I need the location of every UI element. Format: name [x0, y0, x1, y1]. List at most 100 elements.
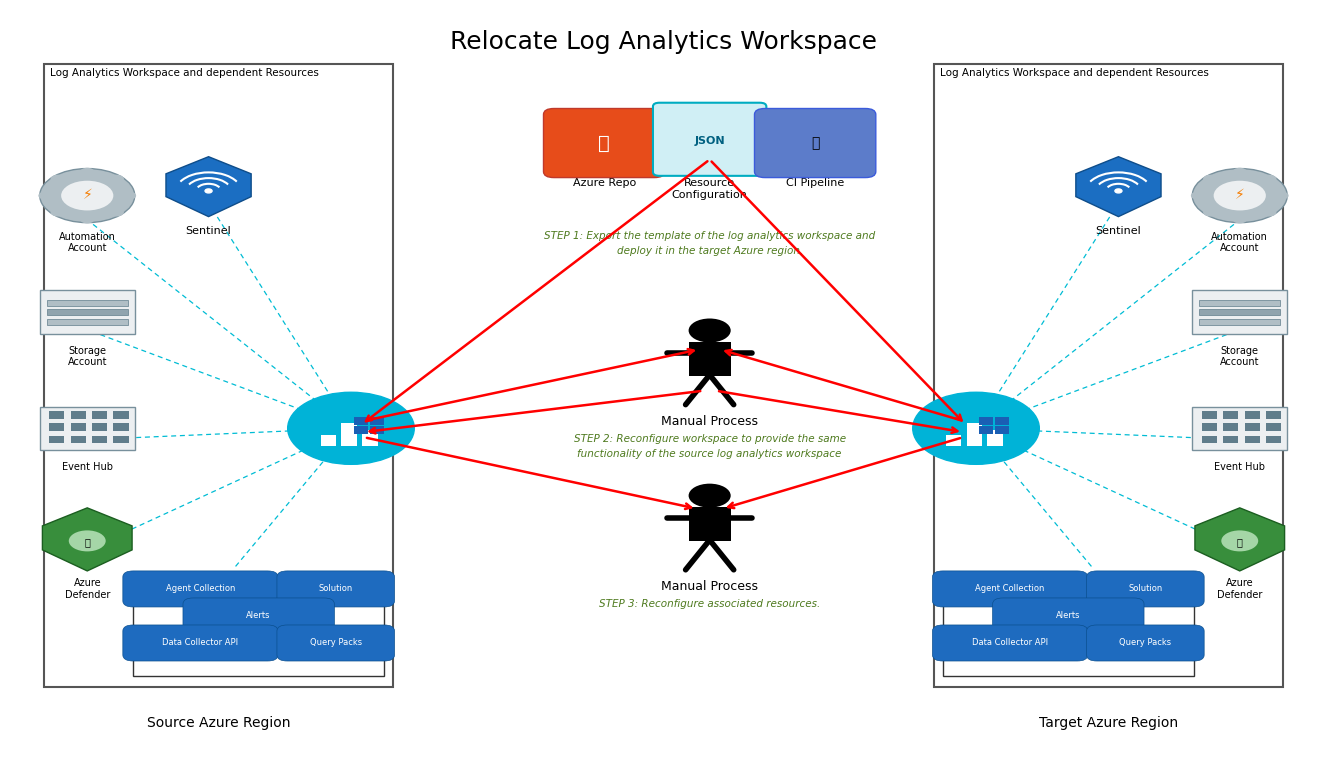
Bar [113, 424, 129, 431]
Bar [1200, 319, 1281, 325]
Bar [40, 291, 135, 333]
Bar [46, 309, 127, 315]
Text: Query Packs: Query Packs [309, 638, 362, 647]
Circle shape [122, 191, 137, 200]
FancyBboxPatch shape [1087, 625, 1204, 661]
Bar [362, 430, 378, 446]
Text: 🚀: 🚀 [811, 136, 819, 150]
Text: Manual Process: Manual Process [661, 414, 758, 428]
FancyBboxPatch shape [277, 571, 394, 607]
Bar [341, 423, 357, 446]
Bar [1223, 424, 1238, 431]
FancyBboxPatch shape [755, 109, 876, 178]
Bar [689, 342, 731, 376]
FancyBboxPatch shape [993, 598, 1144, 634]
Circle shape [50, 209, 65, 216]
Circle shape [913, 392, 1039, 465]
Bar [689, 507, 731, 541]
Bar [1223, 411, 1238, 419]
Text: deploy it in the target Azure region.: deploy it in the target Azure region. [617, 246, 803, 256]
Text: Automation
Account: Automation Account [58, 231, 115, 254]
Text: Solution: Solution [318, 584, 353, 594]
Text: Agent Collection: Agent Collection [975, 584, 1044, 594]
Polygon shape [1076, 156, 1161, 216]
Circle shape [1233, 168, 1247, 176]
Circle shape [1262, 209, 1277, 216]
Bar [70, 436, 86, 443]
Text: Sentinel: Sentinel [1096, 225, 1141, 235]
Text: Log Analytics Workspace and dependent Resources: Log Analytics Workspace and dependent Re… [50, 68, 320, 78]
Circle shape [1204, 209, 1217, 216]
Bar [1266, 436, 1281, 443]
Text: ⑂: ⑂ [598, 134, 610, 153]
Text: ⚡: ⚡ [82, 188, 92, 203]
Text: Azure
Defender: Azure Defender [1217, 578, 1262, 600]
Bar [92, 411, 107, 419]
Bar [1200, 300, 1281, 306]
Text: ⚡: ⚡ [1235, 188, 1245, 203]
Bar [1192, 291, 1287, 333]
Bar [987, 430, 1003, 446]
Circle shape [38, 191, 53, 200]
Bar [1245, 411, 1259, 419]
Bar [70, 424, 86, 431]
Text: CI Pipeline: CI Pipeline [786, 178, 844, 188]
Text: Log Analytics Workspace and dependent Resources: Log Analytics Workspace and dependent Re… [941, 68, 1209, 78]
Bar [46, 319, 127, 325]
Bar [134, 575, 384, 676]
Text: Storage
Account: Storage Account [1220, 345, 1259, 367]
Bar [49, 411, 65, 419]
Circle shape [40, 168, 135, 222]
Bar [1192, 407, 1287, 450]
Circle shape [1192, 168, 1287, 222]
Polygon shape [1194, 508, 1285, 571]
Bar [46, 300, 127, 306]
Bar [354, 427, 368, 434]
Text: Source Azure Region: Source Azure Region [147, 716, 291, 730]
Text: Relocate Log Analytics Workspace: Relocate Log Analytics Workspace [450, 30, 877, 55]
Text: STEP 3: Reconfigure associated resources.: STEP 3: Reconfigure associated resources… [598, 599, 820, 609]
Circle shape [80, 216, 94, 223]
Bar [321, 436, 337, 446]
Text: Azure
Defender: Azure Defender [65, 578, 110, 600]
Text: STEP 2: Reconfigure workspace to provide the same: STEP 2: Reconfigure workspace to provide… [573, 433, 845, 443]
Circle shape [689, 483, 731, 508]
Circle shape [1204, 175, 1217, 183]
Circle shape [1115, 189, 1121, 193]
Bar [1202, 436, 1217, 443]
Circle shape [1221, 531, 1258, 551]
Bar [1223, 436, 1238, 443]
Circle shape [1190, 191, 1205, 200]
Text: Sentinel: Sentinel [186, 225, 231, 235]
Text: Data Collector API: Data Collector API [162, 638, 239, 647]
Bar [370, 427, 384, 434]
Circle shape [50, 175, 65, 183]
Polygon shape [42, 508, 133, 571]
Bar [1245, 424, 1259, 431]
Bar [113, 411, 129, 419]
Bar [44, 65, 393, 687]
Bar [92, 436, 107, 443]
Circle shape [80, 168, 94, 176]
Bar [1266, 411, 1281, 419]
Text: Alerts: Alerts [247, 612, 271, 620]
Text: Automation
Account: Automation Account [1212, 231, 1269, 254]
Bar [49, 436, 65, 443]
Bar [354, 417, 368, 425]
Bar [70, 411, 86, 419]
Bar [1266, 424, 1281, 431]
Bar [934, 65, 1283, 687]
FancyBboxPatch shape [1087, 571, 1204, 607]
Circle shape [110, 175, 123, 183]
Text: Event Hub: Event Hub [1214, 462, 1265, 472]
Bar [1200, 309, 1281, 315]
Bar [943, 575, 1193, 676]
FancyBboxPatch shape [933, 571, 1088, 607]
Text: functionality of the source log analytics workspace: functionality of the source log analytic… [577, 449, 841, 458]
Text: Resource
Configuration: Resource Configuration [671, 178, 747, 200]
Bar [1202, 424, 1217, 431]
Circle shape [1214, 181, 1266, 210]
Circle shape [1262, 175, 1277, 183]
Circle shape [110, 209, 123, 216]
FancyBboxPatch shape [123, 625, 277, 661]
